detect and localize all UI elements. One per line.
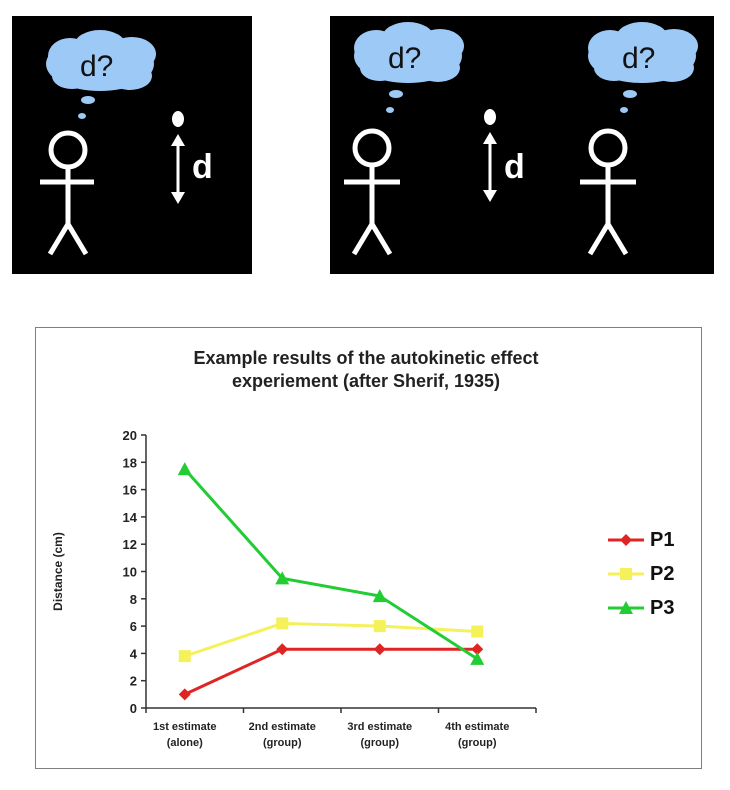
legend-swatch [608,601,644,614]
y-tick-label: 8 [130,592,137,607]
y-tick-label: 0 [130,701,137,716]
stick-figure [40,130,94,256]
thought-bubble: d? [354,22,464,83]
stick-figure [344,128,400,256]
distance-arrow [483,132,497,202]
legend-item-p3: P3 [606,596,696,620]
legend-swatch [608,568,644,580]
data-point-p1 [178,688,191,701]
y-tick-label: 20 [123,428,137,443]
legend-swatch [608,534,644,546]
data-point-p1 [276,643,289,656]
y-tick-label: 12 [123,537,137,552]
distance-label: d [192,148,213,186]
y-axis-label: Distance (cm) [51,532,65,611]
legend-label: P2 [650,563,675,585]
group-scene: d? d d? [344,22,698,256]
data-point-p2 [471,625,484,638]
legend-label: P1 [650,529,675,551]
data-point-p3 [372,589,387,603]
alone-condition-panel: d? d [12,16,252,274]
data-point-p3 [177,462,192,476]
legend-marker [620,568,632,580]
data-point-p1 [373,643,386,656]
series-line-p3 [183,468,479,661]
data-point-p2 [373,620,386,633]
chart-frame: Example results of the autokinetic effec… [35,327,702,769]
series-p1 [178,643,484,701]
legend-marker [619,601,633,614]
thought-dot [623,90,637,98]
y-tick-label: 10 [123,565,137,580]
distance-arrow [171,134,185,204]
legend-item-p2: P2 [606,562,696,586]
thought-bubble: d? [46,30,156,91]
x-tick-label: 1st estimate (alone) [153,721,217,749]
data-point-p2 [276,617,289,630]
series-p2 [178,617,484,663]
light-point [172,111,184,127]
thought-dot [81,96,95,104]
thought-dot [620,107,628,113]
y-tick-label: 6 [130,619,137,634]
y-tick-label: 16 [123,483,137,498]
bubble-text: d? [388,42,421,75]
thought-dot [389,90,403,98]
series-line-p2 [184,621,478,658]
thought-dot [386,107,394,113]
alone-scene: d? d [40,30,213,256]
stick-figure [580,128,636,256]
data-point-p2 [178,650,191,663]
series-line-p1 [184,647,478,696]
chart-title-line-1: Example results of the autokinetic effec… [193,348,539,368]
y-tick-label: 2 [130,674,137,689]
data-point-p1 [471,643,484,656]
series-p3 [177,462,485,665]
y-tick-label: 4 [130,646,138,661]
x-tick-label: 4th estimate (group) [445,721,509,749]
y-tick-label: 18 [123,455,137,470]
group-condition-panel: d? d d? [330,16,714,274]
thought-bubble: d? [588,22,698,83]
bubble-text: d? [80,50,113,83]
line-chart: 0 2 4 6 8 10 12 14 16 18 20 1st estimate (alone) 2nd … [51,428,537,749]
legend-marker [620,534,632,546]
x-tick-label: 2nd estimate (group) [249,721,316,749]
light-point [484,109,496,125]
distance-label: d [504,148,525,186]
data-point-p3 [275,571,290,585]
legend-item-p1: P1 [606,528,696,552]
x-tick-label: 3rd estimate (group) [347,721,412,749]
y-tick-label: 14 [123,510,138,525]
bubble-text: d? [622,42,655,75]
legend-label: P3 [650,597,675,619]
chart-title-line-2: experiement (after Sherif, 1935) [231,371,501,391]
data-point-p3 [470,651,485,665]
thought-dot [78,113,86,119]
